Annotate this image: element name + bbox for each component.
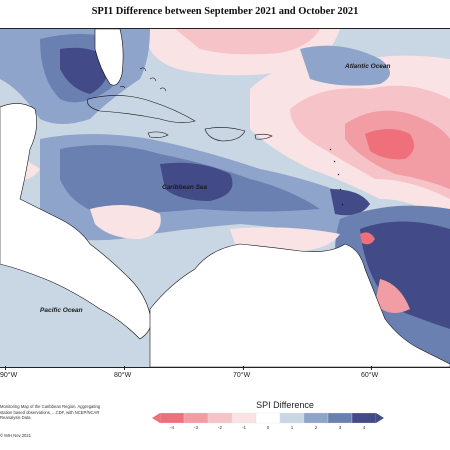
copyright-text: © IMH Nov 2021 [0, 433, 32, 438]
map-area: Atlantic Ocean Caribbean Sea Pacific Oce… [0, 28, 450, 368]
source-footnote: Monitoring Map of the Caribbean Region. … [0, 404, 101, 421]
outline-cuba [87, 95, 196, 123]
spi-map [0, 29, 450, 367]
legend-arrow-left [152, 413, 160, 423]
legend-cell [231, 412, 257, 424]
legend-cell [183, 412, 209, 424]
negative-zone-atlantic [300, 45, 390, 86]
legend-tick-label: -4 [169, 425, 174, 430]
legend-tick-label: -2 [217, 425, 222, 430]
legend-cell [279, 412, 305, 424]
lon-tick [5, 366, 6, 370]
land-south-america [149, 243, 450, 367]
lon-label-70w: 70°W [233, 372, 251, 379]
caribbean-sea-label: Caribbean Sea [162, 184, 208, 191]
legend-cell [159, 412, 185, 424]
positive-zone-venezuela-coast [230, 227, 340, 251]
legend-tick-label: 1 [290, 425, 294, 430]
legend-tick-label: 3 [338, 425, 342, 430]
legend-cell [327, 412, 353, 424]
legend-cell [207, 412, 233, 424]
land-florida [94, 29, 124, 86]
legend-cell [255, 412, 281, 424]
legend-arrow-right [376, 413, 384, 423]
positive-zone-trinidad [360, 232, 375, 245]
lon-tick [124, 366, 125, 370]
legend-tick-label: -1 [241, 425, 246, 430]
negative-zone-lesser-antilles [330, 189, 370, 216]
legend-tick-label: 2 [314, 425, 318, 430]
negative-zone-gulf-core [60, 47, 110, 94]
outline-bahamas [119, 67, 167, 92]
positive-zone-north-core [175, 29, 320, 55]
outline-lesser-antilles [329, 148, 344, 206]
negative-zone-guiana-core [360, 221, 450, 329]
map-title: SPI1 Difference between September 2021 a… [91, 6, 359, 17]
atlantic-ocean-label: Atlantic Ocean [345, 63, 391, 70]
outline-hispaniola [204, 127, 246, 142]
positive-zone-east-peak [365, 129, 414, 160]
positive-zone-guyana [375, 279, 410, 313]
legend-tick-label: -3 [193, 425, 198, 430]
lon-label-90w: 90°W [0, 372, 18, 379]
lon-label-80w: 80°W [114, 372, 132, 379]
outline-jamaica [147, 131, 169, 138]
legend-colorbar [152, 412, 384, 424]
legend-tick-label: 4 [362, 425, 366, 430]
legend-tick-label: 0 [266, 425, 270, 430]
legend-title: SPI Difference [256, 400, 314, 410]
outline-puerto-rico [254, 133, 273, 140]
pacific-ocean-label: Pacific Ocean [40, 307, 83, 314]
positive-zone-central-america [90, 205, 161, 239]
lon-tick [243, 366, 244, 370]
land-central-america [0, 103, 152, 340]
negative-zone-caribbean-core [160, 162, 233, 201]
lon-label-60w: 60°W [361, 372, 379, 379]
legend-cell [351, 412, 377, 424]
legend-cell [303, 412, 329, 424]
lon-tick [371, 366, 372, 370]
